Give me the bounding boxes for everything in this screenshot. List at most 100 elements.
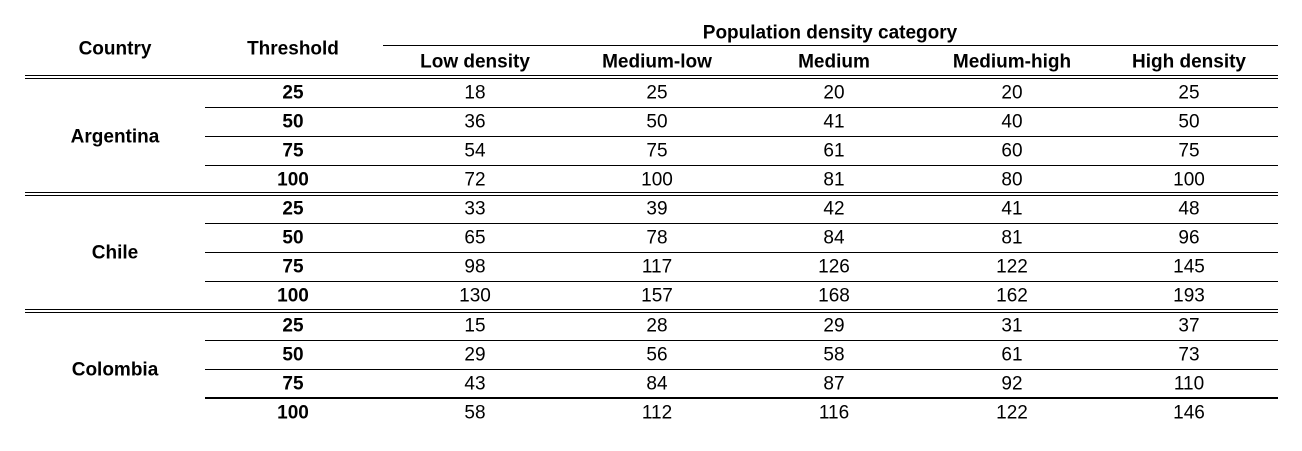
country-double-rule-top: [25, 192, 1278, 193]
value-cell: 75: [1178, 140, 1200, 162]
value-cell: 126: [818, 256, 850, 278]
value-cell: 168: [818, 285, 850, 307]
row-rule: [205, 107, 1278, 108]
value-cell: 98: [464, 256, 486, 278]
threshold-cell: 100: [277, 402, 309, 424]
threshold-cell: 75: [282, 373, 304, 395]
value-cell: 25: [646, 82, 668, 104]
value-cell: 81: [1001, 227, 1023, 249]
value-cell: 36: [464, 111, 486, 133]
value-cell: 54: [464, 140, 486, 162]
row-rule: [205, 252, 1278, 253]
value-cell: 25: [1178, 82, 1200, 104]
value-cell: 61: [1001, 344, 1023, 366]
value-cell: 96: [1178, 227, 1200, 249]
threshold-cell: 50: [282, 227, 304, 249]
value-cell: 100: [641, 169, 673, 191]
threshold-cell: 75: [282, 256, 304, 278]
value-cell: 92: [1001, 373, 1023, 395]
threshold-cell: 50: [282, 111, 304, 133]
threshold-cell: 25: [282, 198, 304, 220]
header-medium-high: Medium-high: [952, 51, 1072, 73]
value-cell: 87: [823, 373, 845, 395]
value-cell: 75: [646, 140, 668, 162]
header-threshold: Threshold: [247, 38, 339, 60]
value-cell: 145: [1173, 256, 1205, 278]
value-cell: 31: [1001, 315, 1023, 337]
value-cell: 50: [646, 111, 668, 133]
value-cell: 80: [1001, 169, 1023, 191]
value-cell: 58: [823, 344, 845, 366]
header-medium: Medium: [798, 51, 870, 73]
header-medium-low: Medium-low: [602, 51, 712, 73]
header-density-group: Population density category: [702, 22, 958, 44]
value-cell: 157: [641, 285, 673, 307]
value-cell: 41: [1001, 198, 1023, 220]
row-rule: [205, 281, 1278, 282]
row-rule: [205, 398, 1278, 399]
value-cell: 73: [1178, 344, 1200, 366]
country-name: Colombia: [71, 359, 159, 380]
country-name: Chile: [91, 242, 139, 263]
value-cell: 58: [464, 402, 486, 424]
value-cell: 65: [464, 227, 486, 249]
value-cell: 37: [1178, 315, 1200, 337]
value-cell: 40: [1001, 111, 1023, 133]
group-header-rule: [383, 45, 1278, 46]
value-cell: 33: [464, 198, 486, 220]
value-cell: 43: [464, 373, 486, 395]
value-cell: 117: [641, 256, 673, 278]
header-low-density: Low density: [420, 51, 530, 73]
value-cell: 81: [823, 169, 845, 191]
value-cell: 122: [996, 256, 1028, 278]
value-cell: 42: [823, 198, 845, 220]
value-cell: 50: [1178, 111, 1200, 133]
value-cell: 110: [1173, 373, 1205, 395]
value-cell: 39: [646, 198, 668, 220]
header-double-rule-bottom: [25, 78, 1278, 79]
value-cell: 162: [996, 285, 1028, 307]
value-cell: 130: [459, 285, 491, 307]
value-cell: 15: [464, 315, 486, 337]
header-high-density: High density: [1131, 51, 1247, 73]
threshold-cell: 75: [282, 140, 304, 162]
value-cell: 78: [646, 227, 668, 249]
header-double-rule-top: [25, 75, 1278, 76]
row-rule: [205, 136, 1278, 137]
value-cell: 72: [464, 169, 486, 191]
value-cell: 60: [1001, 140, 1023, 162]
value-cell: 100: [1173, 169, 1205, 191]
row-rule: [205, 223, 1278, 224]
value-cell: 61: [823, 140, 845, 162]
row-rule-bottom: [205, 397, 1278, 398]
value-cell: 122: [996, 402, 1028, 424]
threshold-cell: 100: [277, 169, 309, 191]
value-cell: 116: [818, 402, 850, 424]
value-cell: 28: [646, 315, 668, 337]
value-cell: 48: [1178, 198, 1200, 220]
value-cell: 56: [646, 344, 668, 366]
header-country: Country: [78, 38, 152, 60]
value-cell: 20: [1001, 82, 1023, 104]
country-double-rule-bottom: [25, 195, 1278, 196]
value-cell: 112: [641, 402, 673, 424]
value-cell: 41: [823, 111, 845, 133]
threshold-cell: 50: [282, 344, 304, 366]
row-rule: [205, 165, 1278, 166]
country-double-rule-bottom: [25, 312, 1278, 313]
value-cell: 20: [823, 82, 845, 104]
value-cell: 146: [1173, 402, 1205, 424]
row-rule: [205, 369, 1278, 370]
value-cell: 29: [823, 315, 845, 337]
value-cell: 193: [1173, 285, 1205, 307]
country-name: Argentina: [70, 126, 160, 147]
threshold-cell: 25: [282, 315, 304, 337]
threshold-cell: 100: [277, 285, 309, 307]
value-cell: 29: [464, 344, 486, 366]
threshold-cell: 25: [282, 82, 304, 104]
row-rule: [205, 340, 1278, 341]
value-cell: 84: [646, 373, 668, 395]
value-cell: 84: [823, 227, 845, 249]
country-double-rule-top: [25, 309, 1278, 310]
